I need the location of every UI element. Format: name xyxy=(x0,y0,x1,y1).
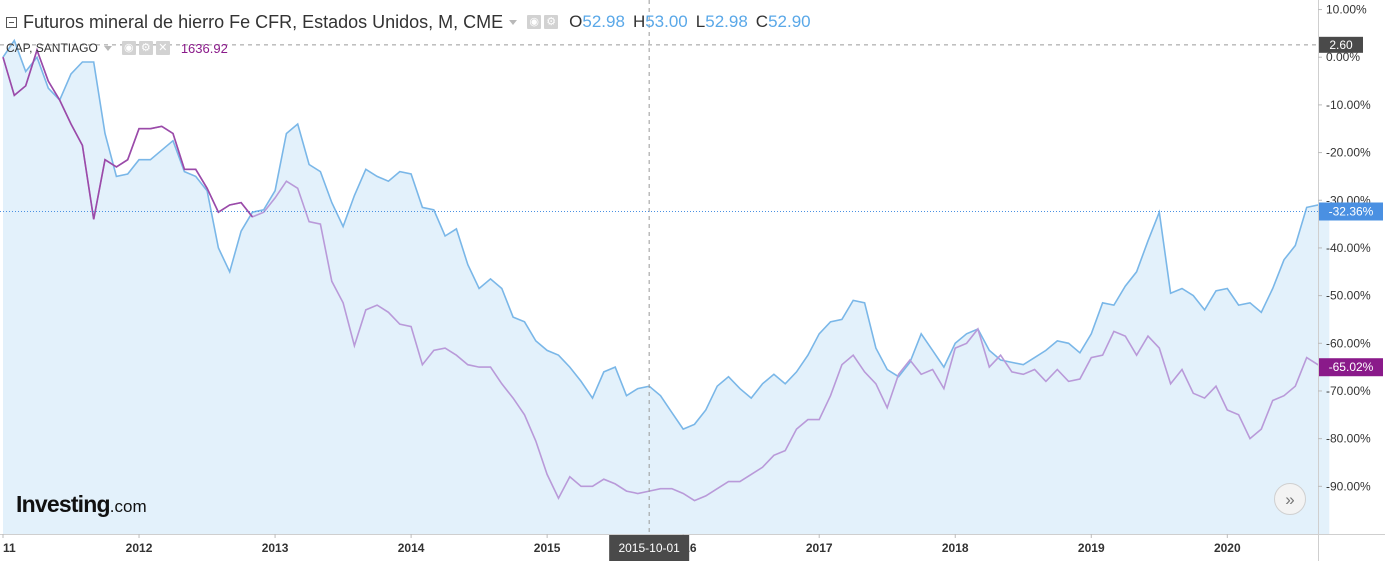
last-value-label: -65.02% xyxy=(1329,360,1374,374)
iron-ore-area-fill xyxy=(3,40,1330,534)
x-tick-label: 2019 xyxy=(1078,541,1105,555)
last-value-markers: -32.36% -65.02% xyxy=(0,202,1383,377)
x-tick-label: 2014 xyxy=(398,541,425,555)
logo-main-text: Investing xyxy=(16,491,111,517)
crosshair-date-label: 2015-10-01 xyxy=(618,541,680,555)
y-tick-label: 0.00% xyxy=(1326,50,1360,64)
close-value: 52.90 xyxy=(768,12,811,31)
last-value-badge xyxy=(1319,202,1383,221)
y-tick-label: -80.00% xyxy=(1326,432,1371,446)
gear-icon[interactable]: ⚙ xyxy=(138,41,153,55)
open-key: O xyxy=(569,12,583,31)
x-tick-label: 2018 xyxy=(942,541,969,555)
y-tick-label: -60.00% xyxy=(1326,336,1371,350)
last-value-badge xyxy=(1319,358,1383,377)
eye-icon[interactable]: ◉ xyxy=(527,15,542,29)
y-tick-label: -90.00% xyxy=(1326,479,1371,493)
caret-down-icon[interactable] xyxy=(509,19,518,25)
low-value: 52.98 xyxy=(705,12,748,31)
iron-ore-series-line xyxy=(2,38,1330,431)
y-tick-label: 10.00% xyxy=(1326,3,1367,17)
x-tick-label: 11 xyxy=(3,541,16,555)
y-tick-label: -20.00% xyxy=(1326,146,1371,160)
collapse-icon[interactable] xyxy=(6,16,17,28)
high-value: 53.00 xyxy=(645,12,688,31)
comparison-value: 1636.92 xyxy=(180,40,228,56)
crosshair-value-badge xyxy=(1319,36,1363,53)
investing-logo: Investing.com xyxy=(16,491,147,518)
x-tick-label: 2017 xyxy=(806,541,833,555)
x-axis: 11201220132014201520162017201820192020 xyxy=(2,534,1241,555)
open-value: 52.98 xyxy=(582,12,625,31)
y-tick-label: -40.00% xyxy=(1326,241,1371,255)
caret-down-icon[interactable] xyxy=(103,45,112,51)
x-tick-label: 2020 xyxy=(1214,541,1241,555)
x-tick-label: 2015 xyxy=(534,541,561,555)
x-tick-label: 2012 xyxy=(126,541,153,555)
close-icon[interactable]: ✕ xyxy=(155,41,170,55)
x-tick-label: 2013 xyxy=(262,541,289,555)
legend-comparison: CAP, SANTIAGO ◉ ⚙ ✕ 1636.92 xyxy=(6,38,228,58)
gear-icon[interactable]: ⚙ xyxy=(544,15,559,29)
cap-santiago-highlight-line xyxy=(2,47,254,220)
last-value-label: -32.36% xyxy=(1329,205,1374,219)
comparison-symbol: CAP, SANTIAGO xyxy=(6,41,98,55)
high-key: H xyxy=(632,12,646,31)
instrument-title: Futuros mineral de hierro Fe CFR, Estado… xyxy=(23,11,504,32)
low-key: L xyxy=(695,12,706,31)
close-key: C xyxy=(755,12,769,31)
y-tick-label: -10.00% xyxy=(1326,98,1371,112)
logo-suffix-text: .com xyxy=(109,497,147,516)
legend-main: Futuros mineral de hierro Fe CFR, Estado… xyxy=(6,9,811,35)
crosshair-date-badge xyxy=(609,535,690,561)
scroll-forward-button[interactable]: » xyxy=(1274,483,1306,515)
crosshair-value-label: 2.60 xyxy=(1329,38,1353,52)
y-tick-label: -50.00% xyxy=(1326,289,1371,303)
eye-icon[interactable]: ◉ xyxy=(121,41,136,55)
y-tick-label: -70.00% xyxy=(1326,384,1371,398)
